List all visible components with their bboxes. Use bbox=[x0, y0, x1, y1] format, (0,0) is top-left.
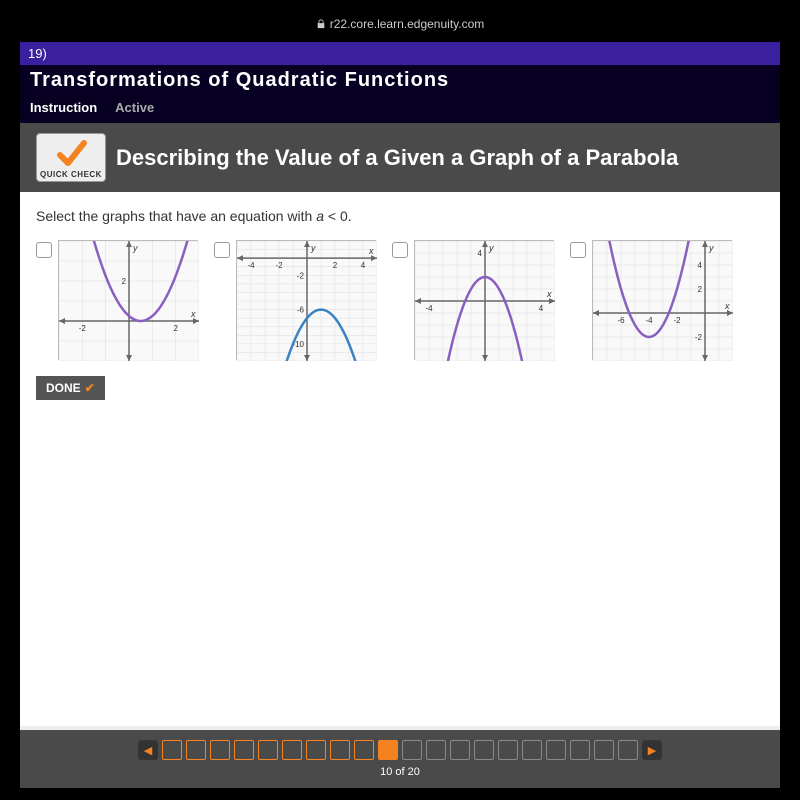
question-area: Select the graphs that have an equation … bbox=[20, 192, 780, 416]
content-whitespace bbox=[20, 416, 780, 726]
tab-active[interactable]: Active bbox=[115, 100, 154, 115]
nav-step-18[interactable] bbox=[570, 740, 590, 760]
graph-1: x y -2 2 2 bbox=[58, 240, 198, 360]
footer-nav: ◀▶ 10 of 20 bbox=[20, 730, 780, 788]
nav-step-16[interactable] bbox=[522, 740, 542, 760]
nav-step-8[interactable] bbox=[330, 740, 350, 760]
question-number: 19) bbox=[28, 46, 47, 61]
checkbox-4[interactable] bbox=[570, 242, 586, 258]
svg-text:-6: -6 bbox=[617, 316, 625, 325]
svg-text:-2: -2 bbox=[695, 333, 703, 342]
nav-step-19[interactable] bbox=[594, 740, 614, 760]
svg-text:x: x bbox=[368, 246, 374, 256]
nav-step-9[interactable] bbox=[354, 740, 374, 760]
checkbox-1[interactable] bbox=[36, 242, 52, 258]
svg-text:2: 2 bbox=[173, 324, 178, 333]
browser-chrome: r22.core.learn.edgenuity.com bbox=[20, 10, 780, 42]
lesson-title-bar: Transformations of Quadratic Functions bbox=[20, 65, 780, 96]
done-check-icon: ✔ bbox=[85, 381, 95, 395]
svg-text:4: 4 bbox=[539, 304, 544, 313]
section-title: Describing the Value of a Given a Graph … bbox=[116, 145, 678, 171]
device-frame: r22.core.learn.edgenuity.com 19) Transfo… bbox=[0, 0, 800, 800]
nav-next[interactable]: ▶ bbox=[642, 740, 662, 760]
nav-row: ◀▶ bbox=[30, 740, 770, 760]
mode-tabs: Instruction Active bbox=[20, 96, 780, 123]
nav-step-15[interactable] bbox=[498, 740, 518, 760]
badge-label: QUICK CHECK bbox=[40, 170, 102, 179]
section-header: QUICK CHECK Describing the Value of a Gi… bbox=[20, 123, 780, 192]
graph-3: x y -4 4 4 bbox=[414, 240, 554, 360]
nav-step-12[interactable] bbox=[426, 740, 446, 760]
url-text: r22.core.learn.edgenuity.com bbox=[330, 17, 485, 31]
nav-step-20[interactable] bbox=[618, 740, 638, 760]
graph-4: x y -6 -4 -2 -2 2 4 bbox=[592, 240, 732, 360]
nav-step-5[interactable] bbox=[258, 740, 278, 760]
svg-text:-6: -6 bbox=[297, 306, 305, 315]
nav-step-17[interactable] bbox=[546, 740, 566, 760]
svg-text:2: 2 bbox=[698, 285, 703, 294]
nav-step-11[interactable] bbox=[402, 740, 422, 760]
graph-choice-1[interactable]: x y -2 2 2 bbox=[36, 240, 198, 360]
svg-text:y: y bbox=[310, 243, 316, 253]
svg-text:x: x bbox=[546, 289, 552, 299]
svg-text:4: 4 bbox=[698, 261, 703, 270]
svg-text:-2: -2 bbox=[673, 316, 681, 325]
svg-text:-2: -2 bbox=[275, 261, 283, 270]
question-text: Select the graphs that have an equation … bbox=[36, 208, 356, 224]
question-number-bar: 19) bbox=[20, 42, 780, 65]
svg-text:-2: -2 bbox=[297, 271, 305, 280]
svg-text:2: 2 bbox=[333, 261, 338, 270]
graph-choice-3[interactable]: x y -4 4 4 bbox=[392, 240, 554, 360]
graph-choices: xy-222 xy-4-224-2-6-10 xy-444 xy-6-4-2-2… bbox=[36, 240, 764, 360]
checkbox-2[interactable] bbox=[214, 242, 230, 258]
nav-step-6[interactable] bbox=[282, 740, 302, 760]
svg-text:-4: -4 bbox=[425, 304, 433, 313]
svg-text:-2: -2 bbox=[79, 324, 87, 333]
nav-step-7[interactable] bbox=[306, 740, 326, 760]
svg-text:2: 2 bbox=[122, 277, 127, 286]
graph-choice-2[interactable]: xy-4-224-2-6-10 bbox=[214, 240, 376, 360]
nav-step-1[interactable] bbox=[162, 740, 182, 760]
svg-text:x: x bbox=[190, 309, 196, 319]
svg-text:y: y bbox=[132, 243, 138, 253]
nav-step-3[interactable] bbox=[210, 740, 230, 760]
checkbox-3[interactable] bbox=[392, 242, 408, 258]
svg-text:y: y bbox=[488, 243, 494, 253]
svg-text:4: 4 bbox=[478, 249, 483, 258]
nav-step-10[interactable] bbox=[378, 740, 398, 760]
nav-step-4[interactable] bbox=[234, 740, 254, 760]
svg-text:-4: -4 bbox=[247, 261, 255, 270]
nav-step-2[interactable] bbox=[186, 740, 206, 760]
nav-prev[interactable]: ◀ bbox=[138, 740, 158, 760]
done-button[interactable]: DONE ✔ bbox=[36, 376, 105, 400]
svg-text:x: x bbox=[724, 301, 730, 311]
lesson-title: Transformations of Quadratic Functions bbox=[30, 69, 449, 91]
graph-2: xy-4-224-2-6-10 bbox=[236, 240, 376, 360]
svg-text:y: y bbox=[708, 243, 714, 253]
app-frame: 19) Transformations of Quadratic Functio… bbox=[20, 42, 780, 788]
url-bar: r22.core.learn.edgenuity.com bbox=[316, 17, 485, 31]
nav-step-13[interactable] bbox=[450, 740, 470, 760]
svg-text:4: 4 bbox=[361, 261, 366, 270]
quick-check-badge: QUICK CHECK bbox=[36, 133, 106, 182]
tab-instruction[interactable]: Instruction bbox=[30, 100, 97, 115]
checkmark-icon bbox=[53, 136, 89, 172]
svg-text:-4: -4 bbox=[645, 316, 653, 325]
graph-choice-4[interactable]: x y -6 -4 -2 -2 2 4 bbox=[570, 240, 732, 360]
page-counter: 10 of 20 bbox=[30, 766, 770, 778]
nav-step-14[interactable] bbox=[474, 740, 494, 760]
lock-icon bbox=[316, 19, 326, 29]
